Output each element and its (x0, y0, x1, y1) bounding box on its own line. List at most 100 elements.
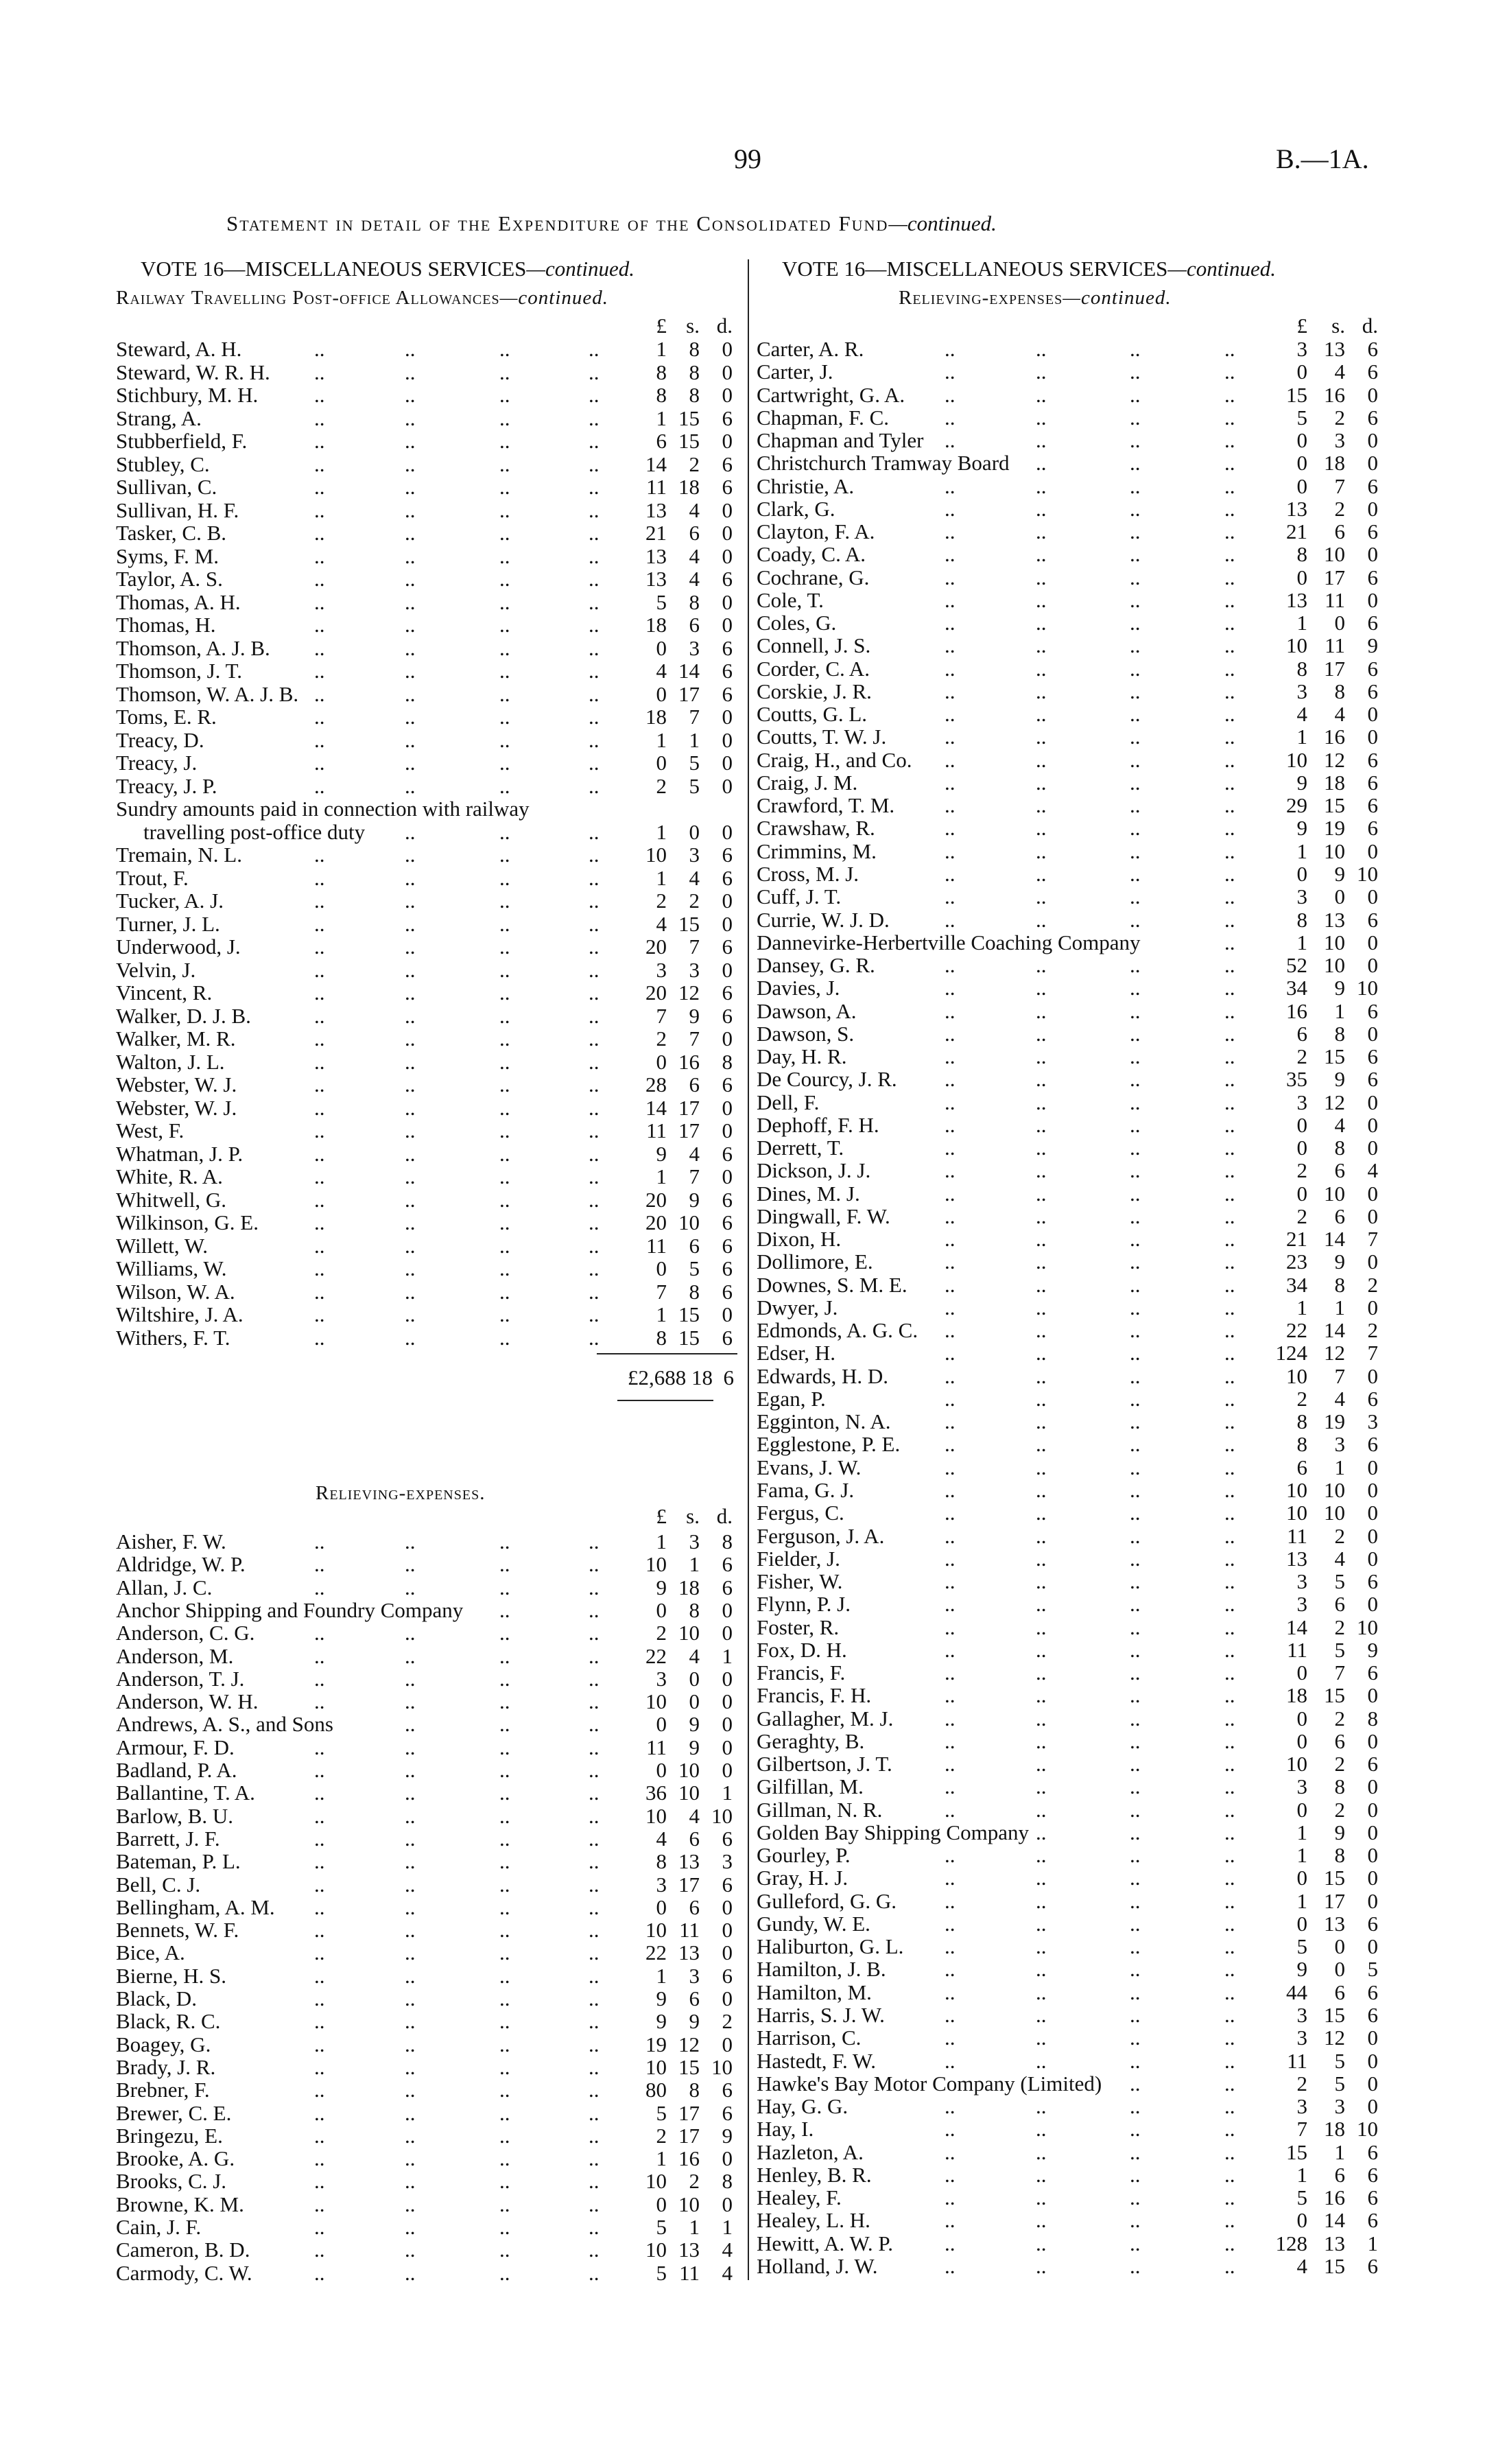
leader-dots: .. (499, 1118, 510, 1142)
leader-dots: .. (499, 1210, 510, 1234)
leader-dots: .. (1130, 1752, 1141, 1776)
amount-shillings: 3 (1334, 2094, 1346, 2119)
leader-dots: .. (405, 543, 416, 568)
payee-name: Bierne, H. S. (116, 1963, 227, 1988)
leader-dots: .. (1130, 1615, 1141, 1639)
payee-name: Chapman and Tyler (757, 428, 924, 453)
leader-dots: .. (499, 635, 510, 660)
left-vote-heading: VOTE 16—MISCELLANEOUS SERVICES—continued… (141, 257, 634, 281)
payee-name: Carter, J. (757, 360, 833, 384)
table-row: Aisher, F. W......... 1 3 8 (116, 1530, 740, 1553)
leader-dots: .. (945, 1409, 956, 1434)
amount-pence: 6 (1367, 747, 1379, 772)
leader-dots: .. (405, 1986, 416, 2010)
table-row: Dickson, J. J......... 2 6 4 (757, 1159, 1381, 1182)
amount-pounds: 2 (1296, 1158, 1308, 1183)
payee-name: Bellingham, A. M. (116, 1894, 275, 1919)
leader-dots: .. (1036, 1158, 1047, 1183)
leader-dots: .. (945, 428, 956, 453)
leader-dots: .. (314, 567, 325, 591)
amount-pounds: 3 (1296, 2094, 1308, 2119)
amount-pounds: 18 (645, 705, 667, 729)
leader-dots: .. (589, 659, 600, 683)
amount-pounds: 0 (1296, 565, 1308, 589)
leader-dots: .. (945, 884, 956, 909)
leader-dots: .. (1130, 1569, 1141, 1594)
amount-shillings: 6 (689, 1986, 700, 2010)
payee-name: Thomson, J. T. (116, 659, 243, 683)
leader-dots: .. (589, 865, 600, 890)
amount-shillings: 2 (1334, 1615, 1346, 1639)
leader-dots: .. (1130, 1957, 1141, 1982)
leader-dots: .. (589, 1095, 600, 1120)
payee-name: Christie, A. (757, 473, 855, 498)
amount-pence: 0 (1367, 1478, 1379, 1502)
table-row: Turner, J. L......... 4 15 0 (116, 913, 740, 935)
amount-pounds: 22 (1286, 1318, 1307, 1343)
amount-pounds: 0 (1296, 1706, 1308, 1730)
leader-dots: .. (945, 1888, 956, 1913)
amount-pounds: 11 (646, 1735, 667, 1759)
leader-dots: .. (405, 2078, 416, 2102)
leader-dots: .. (1224, 1455, 1235, 1479)
amount-pounds: 5 (656, 589, 667, 614)
payee-name: Fisher, W. (757, 1569, 843, 1594)
leader-dots: .. (1036, 428, 1047, 453)
leader-dots: .. (945, 1569, 956, 1594)
leader-dots: .. (499, 2032, 510, 2056)
amount-shillings: 18 (1324, 451, 1345, 476)
amount-pence: 0 (1367, 1866, 1379, 1890)
leader-dots: .. (945, 861, 956, 886)
table-row: Gillman, N. R......... 0 2 0 (757, 1798, 1381, 1821)
payee-name: Coutts, T. W. J. (757, 725, 887, 749)
table-row: Wilkinson, G. E......... 20 10 6 (116, 1211, 740, 1234)
leader-dots: .. (499, 521, 510, 545)
leader-dots: .. (314, 1758, 325, 1782)
leader-dots: .. (1036, 770, 1047, 795)
table-row: Webster, W. J......... 28 6 6 (116, 1073, 740, 1096)
amount-shillings: 19 (1324, 816, 1345, 841)
table-row: Gourley, P......... 1 8 0 (757, 1844, 1381, 1866)
amount-pounds: 9 (656, 2009, 667, 2034)
table-row: Treacy, D......... 1 1 0 (116, 729, 740, 751)
leader-dots: .. (314, 957, 325, 982)
leader-dots: .. (405, 751, 416, 775)
payee-name: Tucker, A. J. (116, 889, 224, 913)
leader-dots: .. (1130, 1592, 1141, 1617)
amount-shillings: 6 (689, 613, 700, 637)
payee-name: Steward, W. R. H. (116, 360, 270, 384)
leader-dots: .. (1130, 838, 1141, 863)
leader-dots: .. (314, 865, 325, 890)
amount-pence: 6 (1367, 998, 1379, 1023)
amount-shillings: 17 (678, 1872, 700, 1897)
amount-pence: 0 (1367, 702, 1379, 727)
leader-dots: .. (1036, 451, 1047, 476)
amount-pounds: 11 (1287, 1523, 1307, 1548)
leader-dots: .. (314, 705, 325, 729)
amount-pence: 10 (1357, 861, 1378, 886)
payee-name: Gundy, W. E. (757, 1911, 870, 1936)
payee-name: Turner, J. L. (116, 911, 220, 936)
payee-name: White, R. A. (116, 1164, 223, 1188)
payee-name: Edmonds, A. G. C. (757, 1318, 918, 1343)
table-row: Gilbertson, J. T......... 10 2 6 (757, 1752, 1381, 1775)
leader-dots: .. (1036, 1797, 1047, 1822)
amount-shillings: 7 (689, 935, 700, 959)
payee-name: Allan, J. C. (116, 1575, 213, 1599)
amount-pence: 0 (722, 1597, 733, 1622)
table-row: Dollimore, E......... 23 9 0 (757, 1250, 1381, 1273)
leader-dots: .. (1036, 1911, 1047, 1936)
leader-dots: .. (1036, 861, 1047, 886)
leader-dots: .. (1130, 1409, 1141, 1434)
leader-dots: .. (405, 521, 416, 545)
total-rule-bottom (617, 1400, 713, 1401)
leader-dots: .. (945, 2208, 956, 2233)
payee-name: Geraghty, B. (757, 1728, 865, 1753)
leader-dots: .. (1224, 1728, 1235, 1753)
amount-pounds: 0 (1296, 1866, 1308, 1890)
table-row: Gallagher, M. J......... 0 2 8 (757, 1707, 1381, 1730)
leader-dots: .. (1036, 793, 1047, 818)
leader-dots: .. (1130, 884, 1141, 909)
amount-shillings: 15 (678, 2054, 700, 2079)
amount-pence: 0 (722, 1026, 733, 1051)
